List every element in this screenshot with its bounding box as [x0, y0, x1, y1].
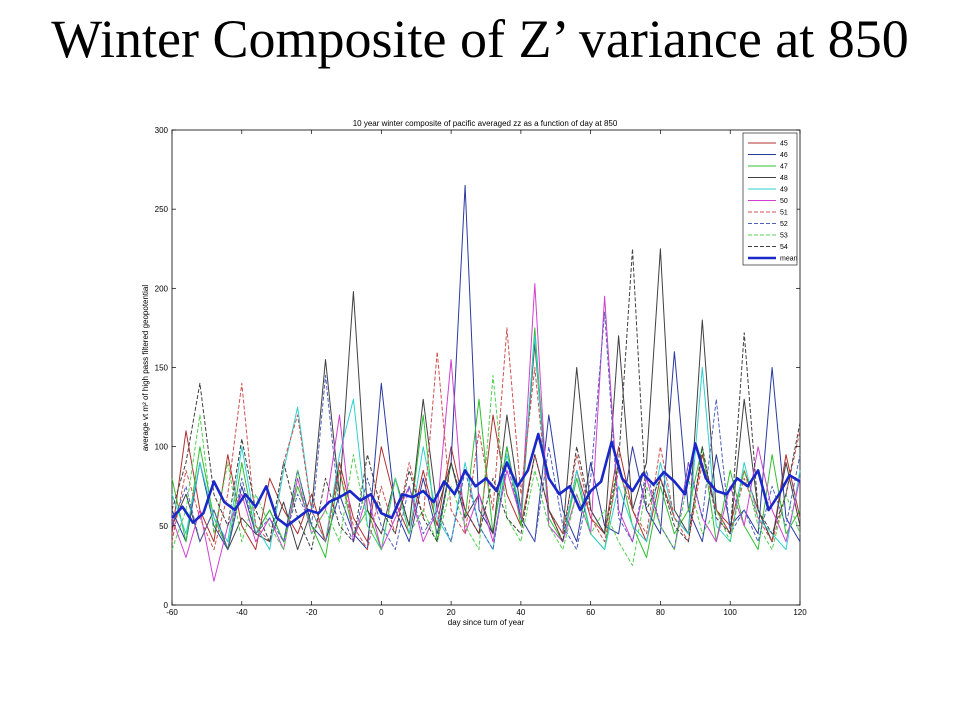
x-tick-label: 0 [379, 608, 384, 617]
legend-label-51: 51 [780, 210, 788, 217]
series-line-48 [171, 248, 801, 551]
legend-label-47: 47 [780, 164, 788, 171]
y-tick-label: 0 [164, 601, 169, 610]
x-axis: -60 -40 -20 0 20 40 60 80 100 120 [166, 130, 807, 617]
y-tick-label: 100 [155, 443, 169, 452]
series-line-54 [171, 248, 801, 551]
series-line-mean [171, 432, 801, 528]
x-tick-label: -20 [306, 608, 318, 617]
y-tick-label: 50 [159, 522, 168, 531]
series-line-50 [171, 283, 801, 582]
legend-label-49: 49 [780, 187, 788, 194]
legend-label-54: 54 [780, 244, 788, 251]
slide-title: Winter Composite of Z’ variance at 850 [51, 9, 909, 69]
y-tick-label: 200 [155, 284, 169, 293]
y-axis: 0 50 100 150 200 250 300 [155, 126, 800, 610]
legend-label-46: 46 [780, 152, 788, 159]
y-axis-label: average vt m² of high pass filtered geop… [141, 285, 150, 452]
x-tick-label: 80 [656, 608, 665, 617]
x-tick-label: 100 [724, 608, 738, 617]
x-tick-label: 20 [447, 608, 456, 617]
legend-box [742, 132, 798, 266]
x-tick-label: 60 [586, 608, 595, 617]
legend-label-48: 48 [780, 175, 788, 182]
chart-title: 10 year winter composite of pacific aver… [353, 119, 618, 128]
y-tick-label: 150 [155, 364, 169, 373]
x-tick-label: 120 [793, 608, 807, 617]
legend-label-52: 52 [780, 221, 788, 228]
legend-label-mean: mean [780, 256, 798, 263]
x-axis-label: day since turn of year [448, 618, 525, 627]
x-tick-label: -60 [166, 608, 178, 617]
y-tick-label: 300 [155, 126, 169, 135]
series-layer [171, 184, 801, 582]
legend-label-45: 45 [780, 141, 788, 148]
legend: 45 46 47 48 49 50 51 52 53 54 mean [742, 132, 798, 266]
legend-label-50: 50 [780, 198, 788, 205]
series-line-52 [171, 311, 801, 551]
legend-label-53: 53 [780, 233, 788, 240]
series-line-45 [171, 414, 801, 551]
y-tick-label: 250 [155, 205, 169, 214]
x-tick-label: -40 [236, 608, 248, 617]
x-tick-label: 40 [516, 608, 525, 617]
series-line-53 [171, 374, 801, 566]
